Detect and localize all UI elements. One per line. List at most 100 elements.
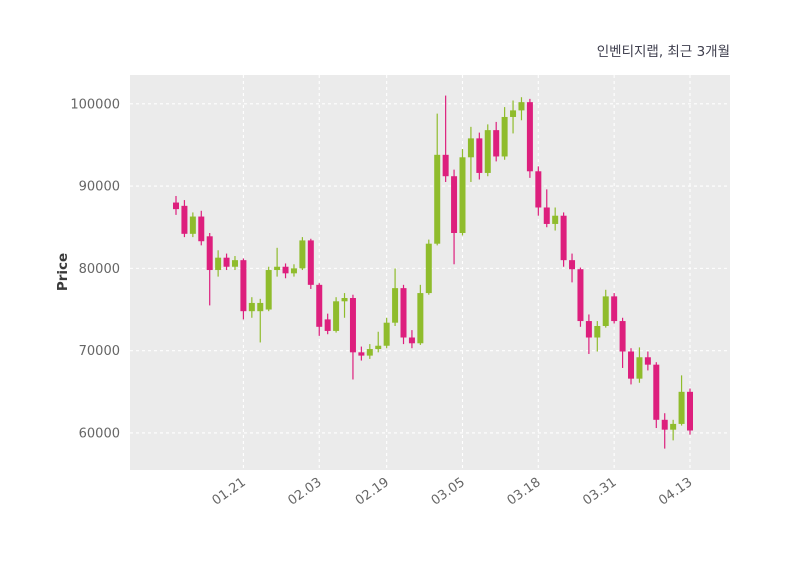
candle-body: [383, 322, 390, 346]
candle: [501, 107, 508, 160]
candle-body: [290, 268, 297, 274]
candle: [341, 293, 348, 318]
y-tick-label: 100000: [70, 97, 120, 112]
candle: [493, 121, 500, 162]
candle: [265, 266, 272, 312]
candle-body: [282, 266, 289, 274]
candle-body: [484, 130, 491, 173]
x-tick-label: 03.18: [505, 475, 544, 509]
candle: [198, 210, 205, 246]
candle-body: [425, 243, 432, 294]
candle-body: [392, 288, 399, 323]
candle-body: [198, 216, 205, 242]
candle: [189, 212, 196, 238]
candle-body: [501, 116, 508, 157]
candle: [602, 289, 609, 328]
candle-body: [687, 391, 693, 431]
candle-body: [434, 154, 441, 244]
candle: [316, 283, 323, 336]
y-tick-label: 90000: [79, 180, 120, 195]
candle-body: [307, 240, 314, 285]
candle: [257, 298, 264, 343]
candle: [484, 124, 491, 177]
candle: [231, 256, 238, 271]
candle-body: [552, 215, 559, 224]
candle: [215, 250, 222, 277]
candle-body: [274, 266, 281, 271]
candle: [366, 344, 373, 359]
candle: [594, 321, 601, 352]
candle-body: [231, 260, 238, 267]
candle: [425, 239, 432, 295]
candle-body: [400, 288, 407, 338]
candle: [518, 97, 525, 121]
candle-body: [451, 176, 458, 233]
x-axis-tick-labels: 01.21 02.03 02.19 03.05 03.18 03.31 04.13: [210, 475, 696, 509]
candle: [307, 238, 314, 289]
candle: [333, 297, 340, 333]
candle: [299, 237, 306, 271]
candle-body: [366, 349, 373, 356]
candle-body: [602, 296, 609, 326]
candle-body: [358, 352, 365, 356]
candle: [577, 267, 584, 327]
chart-title: 인벤티지랩, 최근 3개월: [597, 44, 730, 60]
candle: [240, 258, 247, 320]
candle-body: [577, 269, 584, 322]
candle-body: [265, 270, 272, 310]
candle: [585, 314, 592, 354]
candle-body: [173, 202, 179, 210]
candle: [467, 126, 474, 182]
candle: [535, 166, 542, 216]
candle: [442, 95, 449, 182]
candle: [274, 247, 281, 277]
candle: [661, 413, 668, 449]
candle-body: [535, 171, 542, 208]
candle-body: [459, 157, 466, 233]
candle: [181, 200, 188, 238]
candle-body: [510, 110, 517, 117]
candle: [619, 317, 626, 368]
candle: [476, 132, 483, 180]
candle-body: [189, 216, 196, 234]
candle: [290, 264, 297, 277]
candle: [560, 212, 567, 267]
candle: [526, 98, 533, 178]
candle-body: [543, 207, 550, 224]
candle-body: [518, 102, 525, 111]
candle-body: [678, 391, 685, 424]
candle: [670, 419, 677, 441]
candle: [408, 330, 415, 349]
candle-body: [417, 293, 424, 344]
candle-body: [349, 298, 356, 353]
candle-body: [661, 419, 668, 430]
x-tick-label: 03.31: [580, 475, 619, 509]
candle: [687, 388, 693, 435]
candle-body: [619, 321, 626, 352]
candle: [400, 284, 407, 345]
candle-body: [628, 351, 635, 379]
candle-body: [636, 357, 643, 379]
candle: [324, 313, 331, 335]
candle-body: [223, 257, 230, 267]
candle-body: [316, 284, 323, 327]
y-tick-label: 80000: [79, 262, 120, 277]
candle-body: [493, 130, 500, 157]
candle: [628, 348, 635, 385]
candle-body: [526, 102, 533, 172]
candle: [644, 351, 651, 371]
candle: [434, 113, 441, 246]
candle-body: [560, 215, 567, 261]
candle-body: [333, 301, 340, 331]
x-tick-label: 01.21: [210, 475, 249, 509]
candle-body: [476, 138, 483, 173]
x-tick-label: 03.05: [429, 475, 468, 509]
candle-body: [670, 423, 677, 430]
candle-body: [408, 337, 415, 344]
candle: [451, 169, 458, 265]
candle: [206, 233, 213, 306]
candles-layer: [173, 95, 693, 449]
candle: [459, 149, 466, 236]
candle: [383, 317, 390, 349]
